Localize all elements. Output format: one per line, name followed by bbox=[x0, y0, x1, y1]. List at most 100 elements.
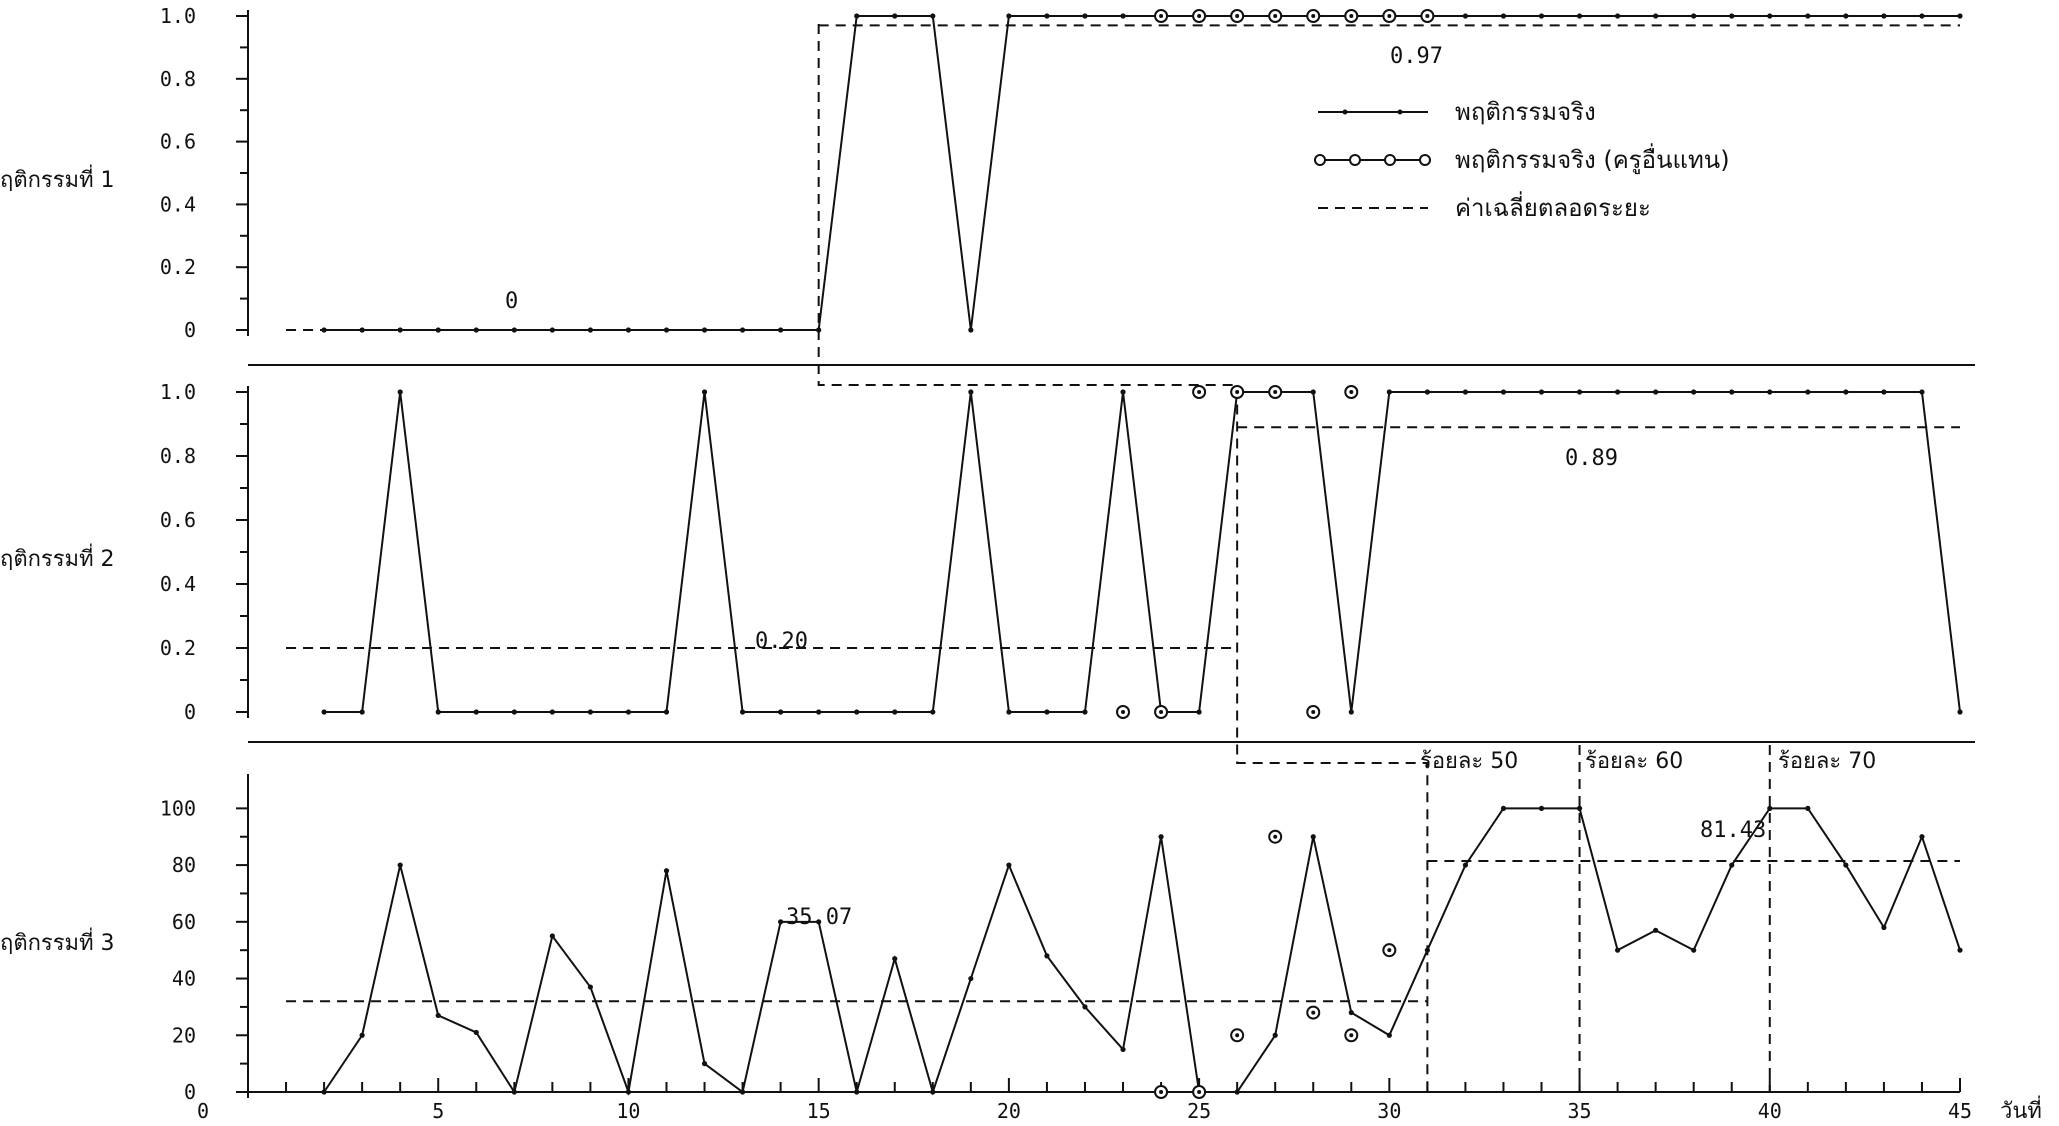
data-point bbox=[1424, 389, 1430, 395]
data-point bbox=[1500, 389, 1507, 395]
data-point bbox=[359, 709, 365, 715]
y-tick-label: 0 bbox=[184, 318, 196, 342]
data-point bbox=[1653, 927, 1659, 933]
data-point bbox=[701, 1061, 708, 1067]
data-point-substitute-center bbox=[1311, 710, 1316, 714]
data-point bbox=[587, 327, 594, 333]
data-point bbox=[892, 13, 898, 19]
x-tick-label: 5 bbox=[432, 1099, 444, 1123]
data-point bbox=[701, 327, 708, 333]
data-point-substitute-center bbox=[1273, 14, 1278, 18]
data-point bbox=[778, 709, 784, 715]
data-point-substitute-center bbox=[1387, 14, 1392, 18]
data-point-substitute-center bbox=[1349, 14, 1354, 18]
data-point-substitute-center bbox=[1425, 14, 1430, 18]
data-point bbox=[587, 984, 594, 990]
y-tick-label: 0.8 bbox=[160, 444, 196, 468]
phase-change-line-baseline bbox=[817, 24, 1429, 1092]
data-point bbox=[473, 709, 479, 715]
data-point bbox=[511, 1089, 517, 1095]
mean-value-label: 0.97 bbox=[1390, 44, 1443, 69]
data-point bbox=[1310, 389, 1316, 395]
data-point bbox=[1767, 805, 1773, 811]
data-point bbox=[435, 327, 441, 333]
data-point bbox=[435, 1012, 441, 1019]
data-point bbox=[321, 327, 327, 333]
y-tick-label: 0.4 bbox=[160, 572, 196, 596]
x-axis-label: วันที่ bbox=[2000, 1095, 2042, 1124]
data-point bbox=[1006, 13, 1012, 19]
data-point bbox=[1767, 13, 1773, 19]
data-point bbox=[511, 709, 517, 715]
data-point bbox=[473, 1029, 479, 1036]
data-point bbox=[1462, 13, 1469, 19]
data-point bbox=[1120, 1046, 1126, 1053]
data-point bbox=[1310, 834, 1316, 840]
data-point bbox=[1576, 13, 1583, 19]
data-point-substitute-center bbox=[1159, 710, 1164, 714]
data-point bbox=[816, 327, 822, 333]
data-point bbox=[854, 13, 860, 19]
data-point bbox=[778, 919, 784, 925]
y-tick-label: 1.0 bbox=[160, 4, 196, 28]
data-point bbox=[1691, 389, 1697, 395]
data-point bbox=[1805, 13, 1811, 19]
mean-value-label: 0.89 bbox=[1565, 446, 1618, 471]
legend: พฤติกรรมจริง พฤติกรรมจริง (ครูอื่นแทน) ค… bbox=[1314, 98, 1730, 222]
data-point bbox=[1919, 13, 1925, 19]
data-point bbox=[1576, 805, 1583, 811]
legend-circle-marker bbox=[1349, 154, 1361, 166]
data-point bbox=[739, 709, 746, 715]
data-point bbox=[321, 1089, 327, 1095]
data-point bbox=[1767, 389, 1773, 395]
x-tick-label: 15 bbox=[807, 1099, 831, 1123]
data-point-substitute-center bbox=[1235, 390, 1240, 394]
data-point bbox=[1348, 709, 1354, 715]
data-point bbox=[701, 389, 708, 395]
data-point-substitute-center bbox=[1159, 14, 1164, 18]
data-point-substitute-center bbox=[1197, 390, 1202, 394]
data-point bbox=[1082, 709, 1088, 715]
data-point-substitute-center bbox=[1235, 1033, 1240, 1038]
data-point bbox=[1843, 862, 1849, 868]
data-point bbox=[1006, 709, 1012, 715]
data-point bbox=[1082, 13, 1088, 19]
x-tick-label: 0 bbox=[197, 1099, 209, 1123]
y-tick-label: 0 bbox=[184, 1080, 196, 1104]
mean-value-label: 0.20 bbox=[755, 629, 808, 654]
data-point bbox=[473, 327, 479, 333]
data-point bbox=[1386, 389, 1392, 395]
data-point-substitute-center bbox=[1349, 1033, 1354, 1038]
y-tick-label: 0.8 bbox=[160, 67, 196, 91]
data-point-substitute-center bbox=[1121, 710, 1126, 714]
data-point bbox=[1120, 389, 1126, 395]
data-point bbox=[1691, 947, 1697, 953]
data-point-substitute-center bbox=[1349, 390, 1354, 394]
data-point-substitute-center bbox=[1159, 1090, 1164, 1094]
data-point-substitute-center bbox=[1273, 834, 1278, 839]
x-tick-label: 20 bbox=[997, 1099, 1021, 1123]
x-tick-label: 35 bbox=[1568, 1099, 1592, 1123]
data-point bbox=[1843, 389, 1849, 395]
legend-circle-marker bbox=[1419, 154, 1431, 166]
data-point bbox=[1348, 1009, 1354, 1016]
data-point bbox=[1957, 947, 1963, 953]
data-point bbox=[1919, 389, 1925, 395]
data-point bbox=[1082, 1004, 1088, 1010]
data-point bbox=[1615, 947, 1621, 953]
y-tick-label: 1.0 bbox=[160, 380, 196, 404]
legend-circle-marker bbox=[1384, 154, 1396, 166]
data-point bbox=[968, 389, 974, 395]
data-point bbox=[778, 327, 784, 333]
data-point bbox=[1957, 709, 1963, 715]
data-point bbox=[1691, 13, 1697, 19]
data-point bbox=[549, 709, 555, 715]
data-point bbox=[663, 709, 670, 715]
data-point bbox=[930, 709, 936, 715]
data-point bbox=[816, 709, 822, 715]
data-point bbox=[1500, 13, 1507, 19]
series-layer bbox=[321, 9, 1963, 1099]
data-point bbox=[1006, 862, 1012, 868]
data-point bbox=[930, 1089, 936, 1095]
